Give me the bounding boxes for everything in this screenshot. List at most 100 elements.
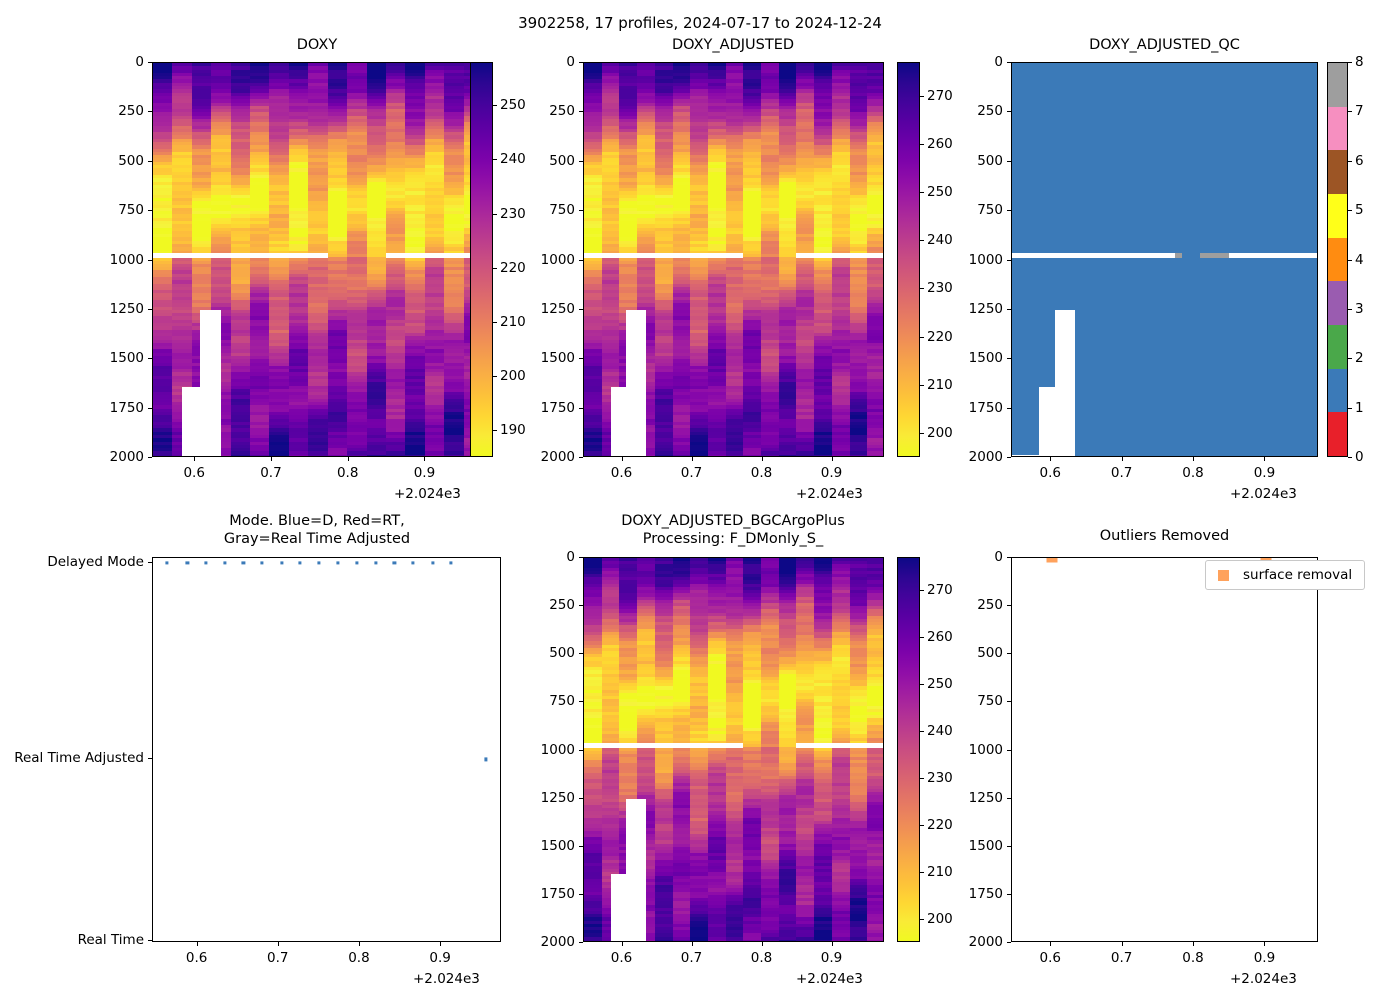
heatmap-cell	[654, 369, 674, 374]
heatmap-cell	[211, 184, 232, 189]
heatmap-cell	[405, 250, 426, 255]
heatmap-cell	[690, 392, 709, 397]
heatmap-cell	[308, 142, 329, 146]
heatmap-cell	[654, 191, 674, 196]
heatmap-cell	[424, 359, 445, 364]
heatmap-cell	[654, 434, 674, 439]
heatmap-cell	[211, 326, 232, 331]
heatmap-cell	[707, 82, 727, 87]
plot-bgcargoplus[interactable]	[583, 557, 884, 942]
heatmap-cell	[637, 319, 656, 324]
heatmap-cell	[725, 267, 745, 272]
heatmap-cell	[269, 388, 290, 393]
heatmap-cell	[230, 161, 251, 166]
heatmap-cell	[308, 448, 329, 453]
heatmap-cell	[725, 214, 745, 219]
heatmap-cell	[230, 260, 251, 265]
heatmap-cell	[672, 82, 691, 87]
heatmap-cell	[814, 79, 833, 84]
heatmap-cell	[707, 240, 727, 245]
heatmap-cell	[637, 217, 656, 222]
heatmap-cell	[796, 290, 815, 295]
heatmap-cell	[637, 365, 656, 370]
heatmap-cell	[424, 365, 445, 370]
heatmap-cell	[584, 372, 603, 377]
heatmap-cell	[327, 280, 348, 285]
heatmap-cell	[690, 451, 709, 456]
heatmap-cell	[153, 270, 174, 275]
heatmap-cell	[250, 369, 271, 374]
heatmap-cell	[584, 280, 603, 285]
heatmap-cell	[211, 112, 232, 117]
heatmap-cell	[725, 181, 745, 186]
heatmap-cell	[761, 63, 780, 67]
heatmap-cell	[250, 411, 271, 416]
heatmap-cell	[230, 207, 251, 212]
heatmap-cell	[831, 332, 851, 337]
heatmap-cell	[347, 109, 368, 114]
heatmap-cell	[308, 359, 329, 364]
heatmap-cell	[327, 257, 348, 262]
heatmap-cell	[814, 257, 833, 262]
heatmap-cell	[444, 346, 465, 351]
heatmap-cell	[637, 151, 656, 156]
heatmap-cell	[269, 102, 290, 107]
heatmap-cell	[153, 441, 174, 446]
heatmap-cell	[191, 63, 212, 67]
heatmap-cell	[347, 300, 368, 304]
heatmap-cell	[831, 89, 851, 94]
heatmap-cell	[172, 346, 193, 351]
heatmap-cell	[191, 204, 212, 209]
heatmap-cell	[584, 221, 603, 225]
heatmap-cell	[619, 135, 638, 140]
plot-doxy-adjusted-qc[interactable]	[1011, 62, 1318, 457]
heatmap-cell	[831, 66, 851, 71]
heatmap-cell	[269, 230, 290, 235]
heatmap-cell	[172, 138, 193, 143]
data-gap-shallow-2	[796, 253, 883, 258]
heatmap-cell	[444, 148, 465, 153]
heatmap-cell	[191, 303, 212, 308]
heatmap-cell	[761, 181, 780, 186]
heatmap-cell	[211, 451, 232, 456]
heatmap-cell	[725, 112, 745, 117]
heatmap-cell	[327, 316, 348, 321]
heatmap-cell	[211, 132, 232, 137]
heatmap-cell	[385, 415, 407, 420]
heatmap-cell	[308, 454, 329, 456]
heatmap-cell	[405, 402, 426, 407]
heatmap-cell	[707, 273, 727, 278]
heatmap-cell	[601, 207, 621, 212]
heatmap-cell	[743, 79, 762, 84]
heatmap-cell	[637, 138, 656, 143]
heatmap-cell	[814, 250, 833, 255]
plot-mode[interactable]	[152, 557, 501, 942]
plot-doxy[interactable]	[152, 62, 482, 457]
heatmap-cell	[347, 181, 368, 186]
heatmap-cell	[211, 398, 232, 403]
heatmap-cell	[327, 349, 348, 354]
heatmap-cell	[172, 221, 193, 225]
heatmap-cell	[405, 362, 426, 367]
heatmap-cell	[250, 69, 271, 74]
heatmap-cell	[743, 385, 762, 390]
heatmap-cell	[761, 451, 780, 456]
heatmap-cell	[172, 263, 193, 268]
heatmap-cell	[444, 428, 465, 433]
mode-point-0-1	[185, 561, 190, 565]
heatmap-cell	[347, 174, 368, 179]
heatmap-cell	[153, 174, 174, 179]
heatmap-cell	[707, 234, 727, 239]
heatmap-cell	[690, 151, 709, 156]
heatmap-cell	[424, 181, 445, 186]
heatmap-cell	[725, 276, 745, 281]
heatmap-cell	[405, 197, 426, 202]
heatmap-cell	[849, 95, 868, 100]
heatmap-cell	[690, 102, 709, 107]
heatmap-cell	[424, 122, 445, 127]
plot-doxy-adjusted[interactable]	[583, 62, 884, 457]
heatmap-cell	[211, 342, 232, 347]
heatmap-cell	[672, 69, 691, 74]
heatmap-cell	[230, 385, 251, 390]
heatmap-cell	[327, 300, 348, 304]
